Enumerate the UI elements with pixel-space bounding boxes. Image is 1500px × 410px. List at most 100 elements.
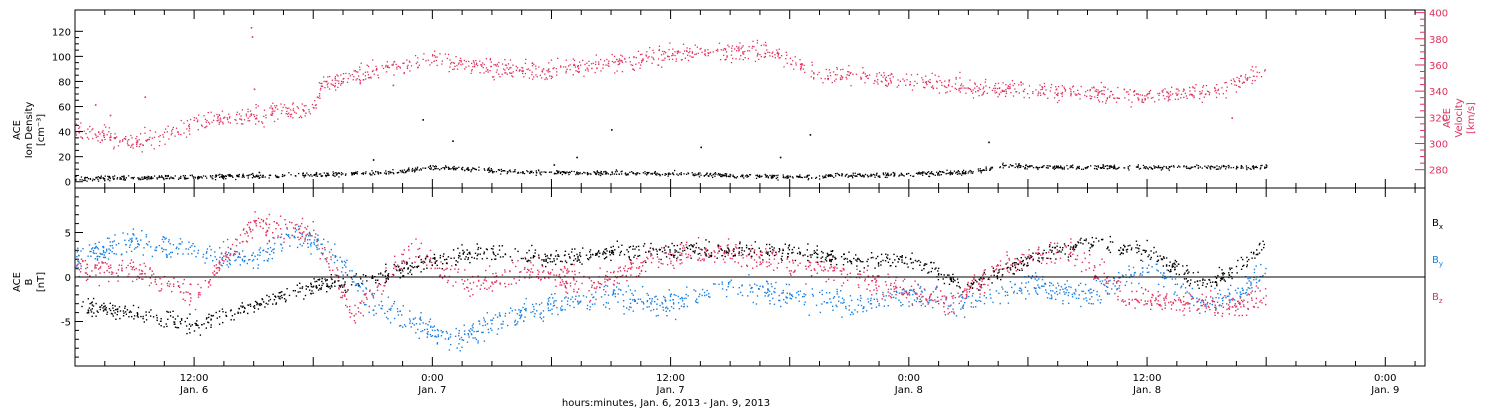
density-point [333, 173, 335, 175]
velocity-point [114, 133, 116, 135]
density-point [567, 172, 569, 174]
density-point [1261, 164, 1263, 167]
density-point [445, 166, 447, 168]
density-point [325, 174, 328, 177]
velocity-point [1128, 93, 1130, 95]
by-point [798, 300, 800, 302]
by-point [569, 305, 571, 307]
velocity-point [1005, 89, 1007, 91]
velocity-point [354, 70, 356, 72]
by-point [701, 288, 704, 291]
velocity-point [972, 97, 975, 99]
velocity-point [1116, 97, 1118, 99]
bz-point [762, 261, 764, 263]
by-point [686, 305, 689, 308]
bz-point [1247, 307, 1249, 310]
bz-point [340, 296, 342, 299]
by-point [432, 326, 434, 328]
velocity-point [785, 58, 787, 60]
bz-point [309, 233, 311, 235]
by-point [219, 247, 221, 249]
by-point [836, 305, 838, 308]
density-point [725, 173, 728, 175]
bz-point [430, 261, 433, 264]
bz-point [858, 286, 860, 289]
bz-point [426, 264, 428, 266]
by-point [1036, 279, 1038, 282]
velocity-point [1240, 75, 1242, 77]
by-point [857, 298, 859, 301]
by-point [259, 247, 262, 249]
by-point [431, 329, 434, 332]
density-point [596, 173, 598, 175]
velocity-point [588, 64, 590, 67]
velocity-point [342, 81, 344, 83]
velocity-point [1022, 83, 1024, 85]
by-point [639, 298, 642, 300]
by-point [649, 298, 651, 300]
by-point [589, 301, 591, 303]
density-point [100, 177, 102, 180]
bz-point [566, 282, 569, 285]
density-point [918, 171, 920, 173]
density-point [721, 175, 724, 177]
density-point [1097, 166, 1099, 168]
bz-point [738, 254, 740, 256]
velocity-point [718, 42, 721, 44]
density-point [251, 177, 254, 179]
bz-point [1259, 301, 1261, 303]
density-point [91, 180, 94, 182]
density-point [1230, 167, 1232, 169]
bz-point [277, 235, 279, 237]
density-point [1161, 168, 1164, 170]
velocity-point [325, 80, 327, 83]
density-point [1255, 166, 1257, 168]
density-point [95, 176, 97, 178]
velocity-point [963, 87, 965, 89]
density-point [1037, 167, 1039, 169]
density-outlier-point [422, 119, 424, 121]
velocity-point [1175, 92, 1177, 94]
density-point [109, 180, 111, 182]
velocity-point [387, 65, 389, 67]
velocity-point [301, 103, 303, 105]
velocity-point [1150, 97, 1153, 99]
density-point [1017, 167, 1019, 169]
density-point [644, 171, 646, 173]
density-point [1169, 166, 1171, 168]
by-point [1157, 283, 1160, 286]
velocity-point [731, 47, 733, 49]
velocity-point [949, 90, 951, 92]
velocity-point [510, 72, 512, 74]
bz-point [896, 287, 898, 289]
by-point [542, 316, 545, 318]
by-point [1253, 279, 1255, 281]
velocity-point [235, 119, 237, 121]
density-point [824, 176, 826, 178]
density-point [885, 172, 887, 174]
velocity-point [774, 54, 776, 56]
velocity-point [573, 59, 576, 61]
velocity-point [921, 77, 923, 79]
by-point [391, 305, 393, 307]
bz-point [1174, 300, 1177, 302]
velocity-point [144, 132, 146, 134]
density-point [236, 175, 239, 178]
bz-point [686, 241, 688, 243]
by-point [1186, 291, 1188, 293]
by-point [1096, 294, 1098, 296]
by-point [989, 293, 991, 296]
density-point [598, 172, 600, 174]
velocity-point [621, 59, 623, 62]
density-point [1076, 166, 1079, 168]
by-point [1001, 286, 1003, 288]
density-point [488, 171, 490, 173]
density-point [380, 172, 382, 174]
by-point [1115, 281, 1118, 283]
density-point [711, 175, 713, 177]
density-point [541, 171, 543, 173]
by-point [310, 245, 312, 247]
density-point [145, 176, 147, 178]
density-point [602, 173, 604, 175]
velocity-point [723, 54, 725, 56]
